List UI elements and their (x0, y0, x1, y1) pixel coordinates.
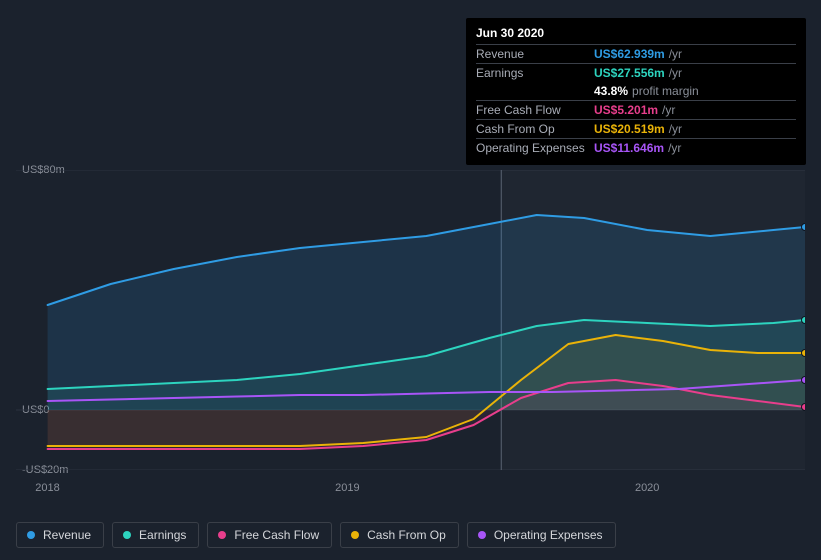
tooltip-row-unit: /yr (669, 122, 682, 136)
tooltip-row-label: Cash From Op (476, 122, 594, 136)
tooltip-row-value: US$62.939m (594, 47, 665, 61)
tooltip-row-value: US$27.556m (594, 66, 665, 80)
data-tooltip: Jun 30 2020 RevenueUS$62.939m/yrEarnings… (466, 18, 806, 165)
legend-item-opex[interactable]: Operating Expenses (467, 522, 616, 548)
legend-item-label: Earnings (139, 528, 186, 542)
legend-item-cfo[interactable]: Cash From Op (340, 522, 459, 548)
chart-plot[interactable] (16, 170, 805, 470)
tooltip-row-label: Operating Expenses (476, 141, 594, 155)
tooltip-row-unit: /yr (668, 141, 681, 155)
legend-item-fcf[interactable]: Free Cash Flow (207, 522, 332, 548)
tooltip-row-unit: /yr (662, 103, 675, 117)
chart-area: US$80mUS$0-US$20m (16, 155, 805, 475)
x-tick-label: 2018 (35, 482, 59, 494)
tooltip-row-value: 43.8% (594, 84, 628, 98)
tooltip-row-unit: profit margin (632, 84, 699, 98)
tooltip-row-label: Earnings (476, 66, 594, 80)
tooltip-row-margin: 43.8% profit margin (476, 82, 796, 100)
legend-item-label: Cash From Op (367, 528, 446, 542)
legend-swatch-icon (351, 531, 359, 539)
legend-item-label: Operating Expenses (494, 528, 603, 542)
tooltip-row-cfo: Cash From OpUS$20.519m/yr (476, 119, 796, 138)
tooltip-row-value: US$20.519m (594, 122, 665, 136)
tooltip-row-earnings: EarningsUS$27.556m/yr (476, 63, 796, 82)
chart-legend: Revenue Earnings Free Cash Flow Cash From O… (16, 522, 616, 548)
legend-item-label: Free Cash Flow (234, 528, 319, 542)
legend-swatch-icon (27, 531, 35, 539)
tooltip-date: Jun 30 2020 (476, 26, 796, 44)
tooltip-row-revenue: RevenueUS$62.939m/yr (476, 44, 796, 63)
tooltip-row-label: Free Cash Flow (476, 103, 594, 117)
tooltip-row-unit: /yr (669, 47, 682, 61)
legend-item-label: Revenue (43, 528, 91, 542)
tooltip-row-unit: /yr (669, 66, 682, 80)
legend-swatch-icon (478, 531, 486, 539)
x-tick-label: 2019 (335, 482, 359, 494)
x-tick-label: 2020 (635, 482, 659, 494)
legend-swatch-icon (123, 531, 131, 539)
x-axis-labels: 2018 2019 2020 (16, 482, 805, 500)
legend-item-revenue[interactable]: Revenue (16, 522, 104, 548)
legend-item-earnings[interactable]: Earnings (112, 522, 199, 548)
tooltip-row-fcf: Free Cash FlowUS$5.201m/yr (476, 100, 796, 119)
tooltip-row-value: US$5.201m (594, 103, 658, 117)
tooltip-row-label: Revenue (476, 47, 594, 61)
legend-swatch-icon (218, 531, 226, 539)
tooltip-row-value: US$11.646m (594, 141, 664, 155)
